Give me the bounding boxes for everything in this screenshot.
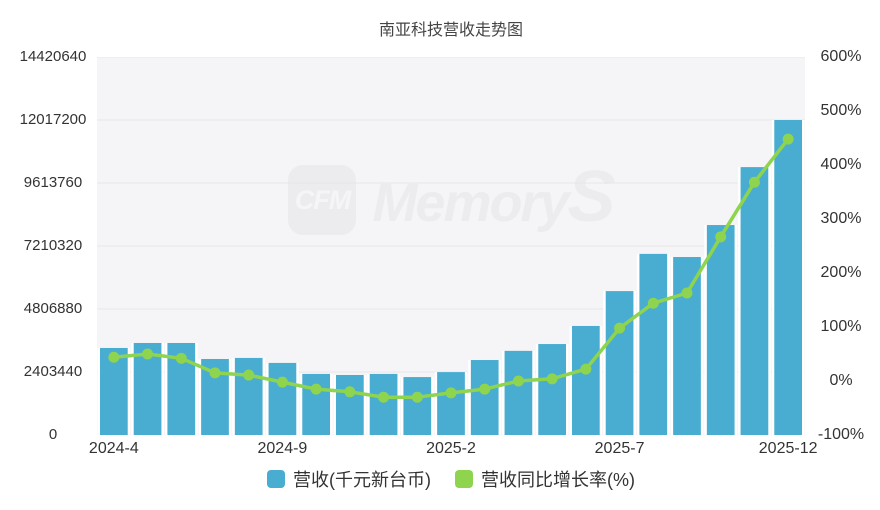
revenue-bar-2025-12[interactable] (774, 120, 802, 435)
growth-point-2025-5[interactable] (546, 373, 558, 385)
left-axis-tick-label: 0 (48, 426, 58, 443)
revenue-legend-label: 营收(千元新台币) (293, 470, 431, 490)
growth-point-2025-9[interactable] (681, 287, 693, 299)
legend: 营收(千元新台币) 营收同比增长率(%) (97, 466, 805, 492)
growth-point-2025-10[interactable] (715, 231, 727, 243)
left-axis-tick-label: 2403440 (23, 363, 83, 380)
growth-legend-label: 营收同比增长率(%) (481, 470, 635, 490)
revenue-bar-2025-8[interactable] (639, 253, 668, 435)
x-axis-tick-label: 2024-9 (257, 440, 308, 457)
right-axis-tick-label: 400% (820, 156, 862, 173)
growth-point-2025-7[interactable] (614, 322, 626, 334)
revenue-legend-swatch (267, 470, 285, 488)
x-axis-tick-label: 2024-4 (88, 440, 139, 457)
revenue-bar-2025-10[interactable] (706, 225, 735, 435)
x-axis-tick-label: 2025-2 (426, 440, 476, 457)
right-axis-tick-label: 200% (820, 264, 862, 281)
growth-point-2024-5[interactable] (142, 348, 154, 360)
right-axis-tick-label: 100% (820, 318, 862, 335)
right-axis-tick-label: 300% (820, 210, 862, 227)
revenue-bar-2024-8[interactable] (234, 357, 263, 435)
left-axis-tick-label: 9613760 (23, 174, 83, 191)
growth-point-2024-10[interactable] (310, 383, 322, 395)
x-axis-tick-label: 2025-12 (758, 440, 818, 457)
revenue-bar-2025-11[interactable] (740, 167, 769, 435)
growth-point-2025-1[interactable] (411, 391, 423, 403)
revenue-bar-2025-9[interactable] (673, 257, 701, 435)
revenue-bar-2025-5[interactable] (538, 344, 566, 435)
growth-point-2024-6[interactable] (175, 352, 187, 364)
growth-point-2024-8[interactable] (243, 369, 255, 381)
revenue-bar-2024-10[interactable] (302, 373, 330, 435)
right-axis-tick-label: 0% (829, 372, 853, 389)
x-axis-tick-label: 2025-7 (594, 440, 645, 457)
revenue-bar-2024-11[interactable] (336, 374, 364, 435)
plot-area: CFM MemoryS (97, 57, 805, 435)
left-axis-tick-label: 7210320 (23, 237, 83, 254)
revenue-bar-2025-3[interactable] (470, 360, 499, 435)
left-axis-tick-label: 12017200 (19, 111, 87, 128)
growth-point-2025-6[interactable] (580, 363, 592, 375)
revenue-bar-2024-9[interactable] (268, 362, 297, 435)
right-axis-tick-label: 600% (820, 48, 862, 65)
revenue-bar-2025-6[interactable] (572, 325, 600, 435)
legend-item-growth[interactable]: 营收同比增长率(%) (455, 466, 635, 492)
left-axis-tick-label: 14420640 (19, 48, 87, 65)
revenue-bar-2025-4[interactable] (504, 350, 533, 435)
growth-legend-swatch (455, 470, 473, 488)
right-axis-tick-label: 500% (820, 102, 862, 119)
left-axis-tick-label: 4806880 (23, 300, 83, 317)
revenue-bar-2024-12[interactable] (369, 373, 398, 435)
growth-point-2025-2[interactable] (445, 387, 457, 399)
chart-title: 南亚科技营收走势图 (378, 22, 523, 39)
growth-point-2025-8[interactable] (647, 297, 659, 309)
revenue-bar-2025-2[interactable] (437, 372, 465, 435)
legend-item-revenue[interactable]: 营收(千元新台币) (267, 466, 431, 492)
growth-point-2025-3[interactable] (479, 383, 491, 395)
growth-point-2025-11[interactable] (748, 176, 760, 188)
growth-point-2025-4[interactable] (512, 375, 524, 387)
growth-point-2024-9[interactable] (276, 376, 288, 388)
growth-point-2024-7[interactable] (209, 367, 221, 379)
growth-point-2025-12[interactable] (782, 133, 794, 145)
chart-canvas (97, 57, 805, 435)
growth-point-2024-11[interactable] (344, 386, 356, 398)
growth-point-2024-12[interactable] (378, 391, 390, 403)
right-axis-tick-label: -100% (817, 426, 865, 443)
growth-point-2024-4[interactable] (108, 351, 120, 363)
revenue-bar-2025-1[interactable] (403, 377, 432, 435)
revenue-bar-2025-7[interactable] (605, 291, 634, 435)
